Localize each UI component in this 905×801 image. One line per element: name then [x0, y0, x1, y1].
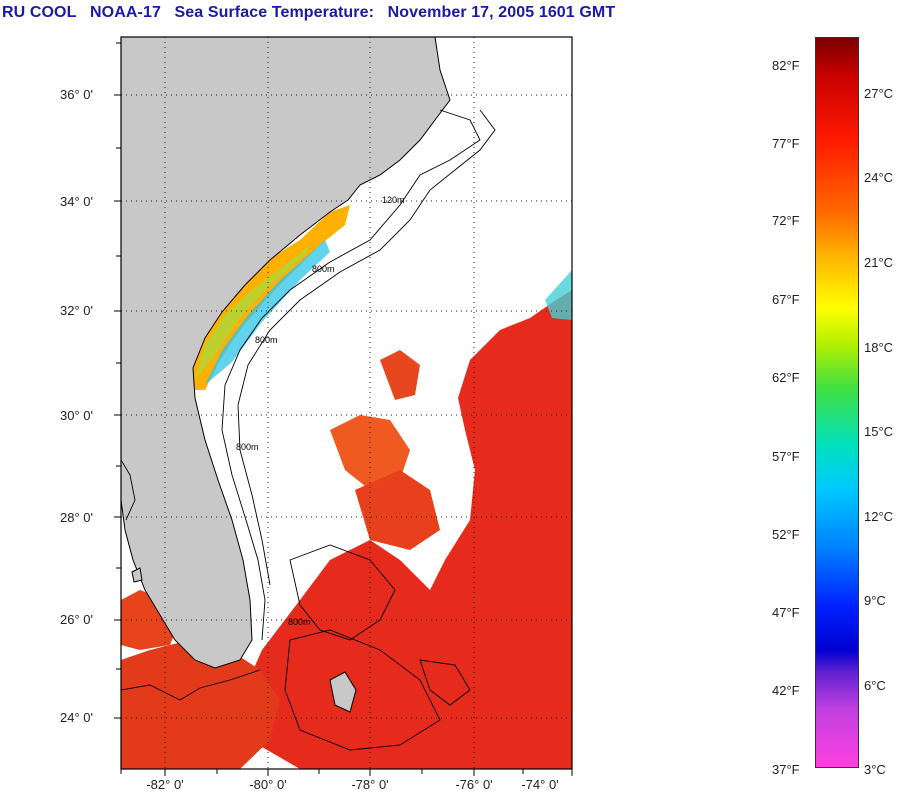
lat-label-32: 32° 0' — [60, 303, 93, 318]
map-title: RU COOL NOAA-17 Sea Surface Temperature:… — [2, 4, 624, 22]
isobath-contour-slope — [237, 109, 496, 586]
colorbar-f-label-42: 42°F — [772, 683, 800, 698]
island-small-1 — [329, 671, 357, 713]
gulf-stream-edge-cool — [545, 270, 572, 320]
temperature-colorbar — [815, 37, 859, 768]
bahamas-contour-2 — [284, 629, 441, 751]
title-source: RU COOL — [2, 4, 77, 21]
contour-label-2: 800m — [312, 264, 335, 274]
colorbar-f-label-37: 37°F — [772, 762, 800, 777]
lon-label-76: -76° 0' — [455, 777, 493, 792]
colorbar-f-label-52: 52°F — [772, 527, 800, 542]
contour-label-5: 800m — [288, 617, 311, 627]
title-product: Sea Surface Temperature: — [174, 4, 375, 21]
warm-water-region — [240, 290, 572, 769]
colorbar-c-label-15: 15°C — [864, 424, 894, 439]
shelf-water-green — [195, 245, 310, 380]
bahamas-contour — [289, 544, 396, 641]
graticule — [121, 37, 572, 769]
colorbar-f-label-62: 62°F — [772, 370, 800, 385]
florida-keys-contour — [121, 669, 261, 701]
lat-label-24: 24° 0' — [60, 710, 93, 725]
lon-label-78: -78° 0' — [351, 777, 389, 792]
island-small-2 — [131, 567, 143, 583]
contour-label-4: 800m — [236, 442, 259, 452]
colorbar-c-label-18: 18°C — [864, 340, 894, 355]
lat-label-34: 34° 0' — [60, 194, 93, 209]
colorbar-c-label-3: 3°C — [864, 762, 886, 777]
lon-label-74: -74° 0' — [521, 777, 559, 792]
warm-water-patch-5 — [380, 350, 420, 400]
lat-label-30: 30° 0' — [60, 408, 93, 423]
isobath-contour-shelf — [221, 109, 481, 641]
title-datetime: November 17, 2005 1601 GMT — [387, 4, 616, 21]
colorbar-f-label-77: 77°F — [772, 136, 800, 151]
colorbar-c-label-9: 9°C — [864, 593, 886, 608]
colorbar-c-label-6: 6°C — [864, 678, 886, 693]
bahamas-contour-3 — [419, 659, 471, 706]
colorbar-f-label-47: 47°F — [772, 605, 800, 620]
lon-label-80: -80° 0' — [249, 777, 287, 792]
warm-water-patch-3 — [355, 470, 440, 550]
warm-water-patch — [121, 640, 280, 769]
title-satellite: NOAA-17 — [90, 4, 161, 21]
colorbar-f-label-82: 82°F — [772, 58, 800, 73]
lat-label-36: 36° 0' — [60, 87, 93, 102]
colorbar-f-label-57: 57°F — [772, 449, 800, 464]
colorbar-c-label-24: 24°C — [864, 170, 894, 185]
lat-label-26: 26° 0' — [60, 612, 93, 627]
contour-label-1: 120m — [382, 195, 405, 205]
florida-shelf-contour — [121, 459, 136, 521]
lon-label-82: -82° 0' — [146, 777, 184, 792]
colorbar-c-label-12: 12°C — [864, 509, 894, 524]
colorbar-f-label-72: 72°F — [772, 213, 800, 228]
axis-ticks — [114, 42, 573, 776]
colorbar-f-label-67: 67°F — [772, 292, 800, 307]
map-frame — [120, 36, 573, 770]
lat-label-28: 28° 0' — [60, 510, 93, 525]
colorbar-c-label-21: 21°C — [864, 255, 894, 270]
land-mass — [121, 37, 451, 669]
contour-label-3: 800m — [255, 335, 278, 345]
colorbar-c-label-27: 27°C — [864, 86, 894, 101]
